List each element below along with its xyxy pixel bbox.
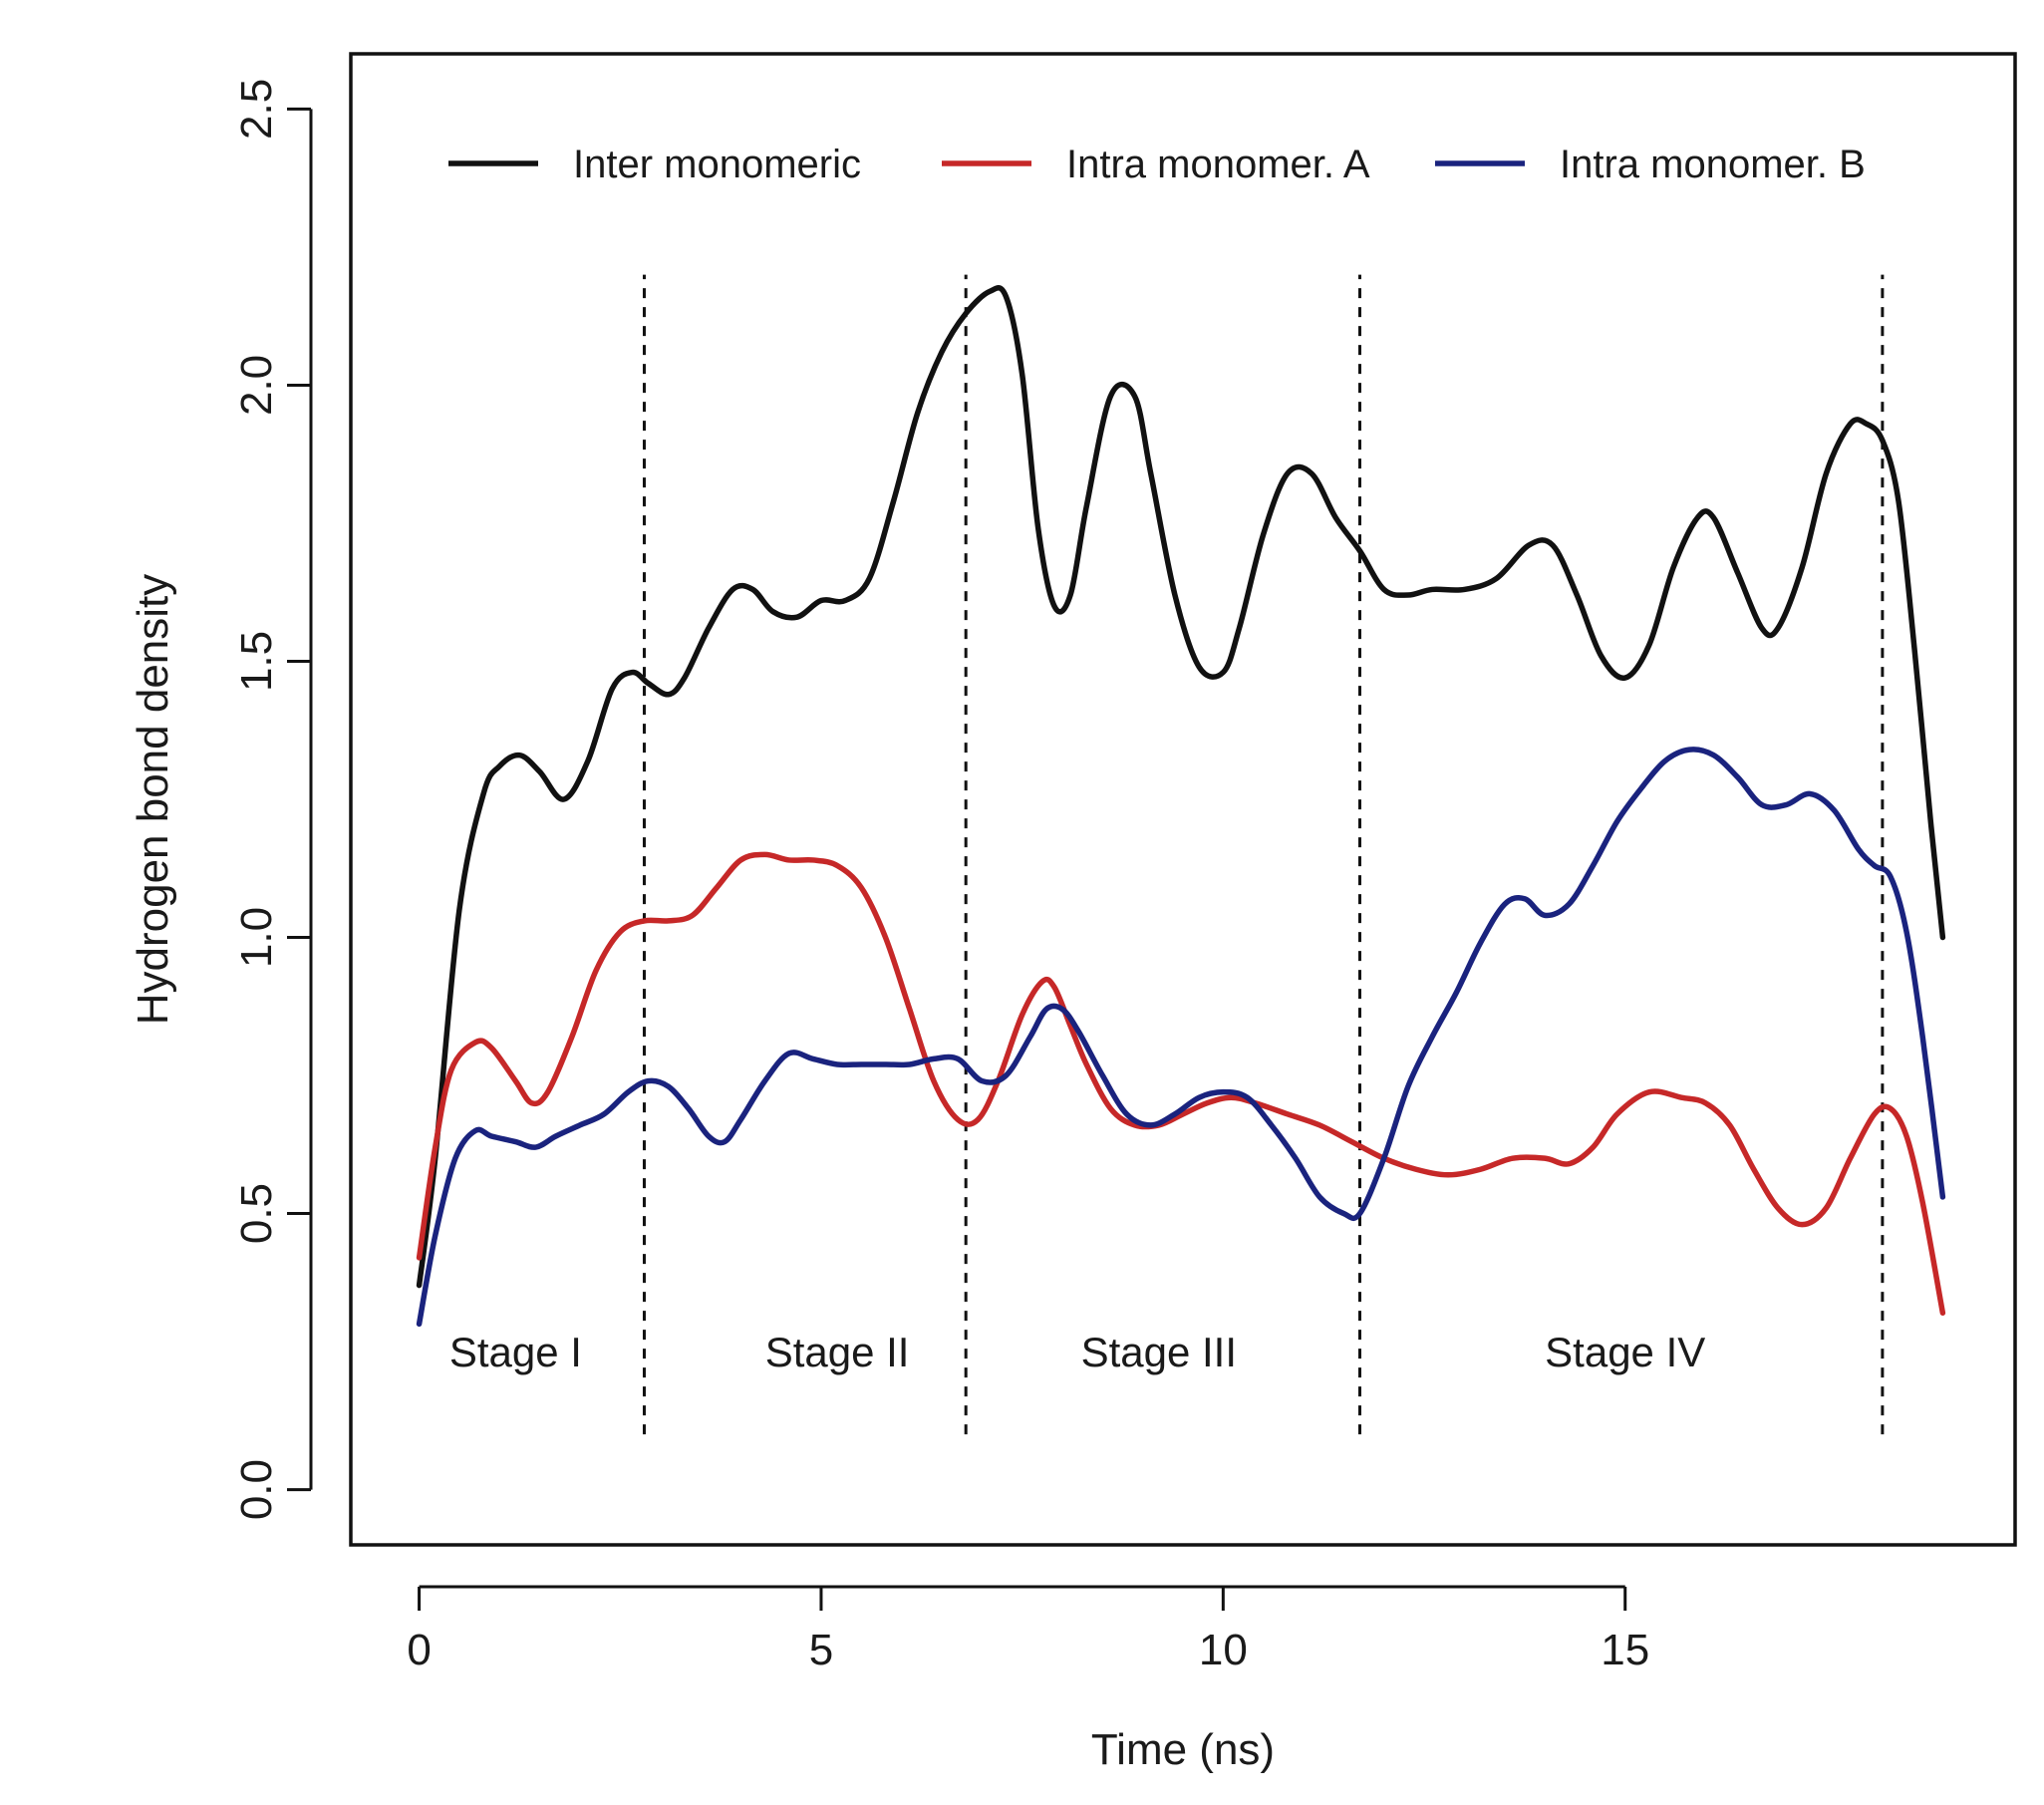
y-tick-label: 2.0 bbox=[232, 355, 281, 416]
stage-label: Stage III bbox=[1081, 1329, 1237, 1375]
y-tick-label: 0.0 bbox=[232, 1459, 281, 1520]
stage-label: Stage IV bbox=[1545, 1329, 1705, 1375]
legend-label: Inter monomeric bbox=[573, 143, 861, 186]
x-tick-label: 0 bbox=[407, 1626, 431, 1674]
series-lines bbox=[416, 285, 1946, 1328]
legend-label: Intra monomer. A bbox=[1066, 143, 1370, 186]
series-line bbox=[416, 285, 1946, 1289]
legend: Inter monomeric Intra monomer. A Intra mon… bbox=[448, 143, 1866, 186]
y-axis: 0.0 0.5 1.0 1.5 2.0 2.5 bbox=[232, 79, 313, 1520]
y-tick-label: 2.5 bbox=[232, 79, 281, 140]
legend-label: Intra monomer. B bbox=[1560, 143, 1866, 186]
stage-label: Stage I bbox=[449, 1329, 582, 1375]
x-tick-label: 15 bbox=[1601, 1626, 1649, 1674]
y-tick-label: 1.0 bbox=[232, 907, 281, 968]
stage-label: Stage II bbox=[765, 1329, 910, 1375]
x-axis: 0 5 10 15 bbox=[407, 1585, 1649, 1674]
stage-labels: Stage I Stage II Stage III Stage IV bbox=[449, 1329, 1705, 1375]
y-axis-label: Hydrogen bond density bbox=[129, 574, 177, 1026]
x-tick-label: 5 bbox=[809, 1626, 833, 1674]
plot-frame bbox=[349, 52, 2017, 1547]
y-tick-label: 0.5 bbox=[232, 1183, 281, 1244]
y-tick-label: 1.5 bbox=[232, 631, 281, 692]
x-axis-label: Time (ns) bbox=[1091, 1725, 1275, 1774]
stage-boundaries bbox=[642, 274, 1885, 1435]
x-tick-label: 10 bbox=[1199, 1626, 1248, 1674]
series-line bbox=[416, 747, 1946, 1328]
series-line bbox=[416, 851, 1946, 1317]
